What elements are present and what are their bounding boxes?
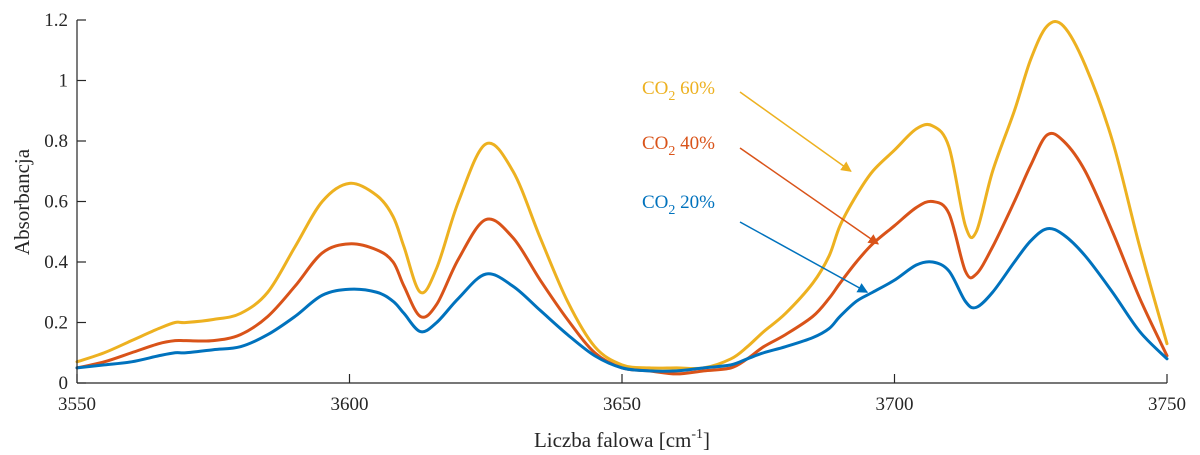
- y-tick-label-0: 0: [59, 373, 69, 394]
- series-line-co2-20: [75, 227, 1169, 373]
- y-tick-label-0.4: 0.4: [44, 252, 68, 273]
- annotation-arrow-40: [739, 147, 880, 245]
- y-axis-title: Absorbancja: [10, 148, 34, 255]
- annotation-arrow-20: [739, 221, 869, 293]
- y-tick-label-0.8: 0.8: [44, 131, 68, 152]
- x-axis-title-end: ]: [703, 428, 710, 452]
- y-tick-label-1: 1: [59, 71, 69, 92]
- y-tick-label-0.6: 0.6: [44, 192, 68, 213]
- annotation-20-rest: 20%: [675, 192, 715, 213]
- annotation-layer: CO2 60% CO2 40% CO2 20%: [642, 78, 880, 293]
- x-tick-label-3600: 3600: [331, 394, 369, 415]
- x-axis-title-sup: -1: [691, 427, 703, 442]
- axes-layer: [76, 20, 1167, 384]
- y-tick-label-1.2: 1.2: [44, 10, 68, 31]
- annotation-40-co: CO: [642, 133, 668, 154]
- annotation-40-sub: 2: [668, 144, 675, 159]
- y-tick-label-0.2: 0.2: [44, 313, 68, 334]
- series-line-co2-40: [75, 131, 1169, 376]
- annotation-60-sub: 2: [668, 89, 675, 104]
- x-axis-title-main: Liczba falowa [cm: [534, 428, 691, 452]
- annotation-40-rest: 40%: [675, 133, 715, 154]
- annotation-label-20: CO2 20%: [642, 192, 715, 218]
- x-tick-label-3750: 3750: [1148, 394, 1186, 415]
- annotation-60-co: CO: [642, 78, 668, 99]
- annotation-label-40: CO2 40%: [642, 133, 715, 159]
- x-axis-title: Liczba falowa [cm-1]: [534, 427, 710, 452]
- series-line-co2-60: [75, 20, 1169, 371]
- series-layer: [75, 20, 1169, 376]
- ticks-layer: 3550 3600 3650 3700 3750 0 0.2 0.4 0.6 0.8 1 1.2: [44, 10, 1186, 415]
- x-tick-label-3550: 3550: [58, 394, 96, 415]
- annotation-20-sub: 2: [668, 203, 675, 218]
- annotation-arrow-60: [739, 91, 852, 172]
- annotation-label-60: CO2 60%: [642, 78, 715, 104]
- annotation-20-co: CO: [642, 192, 668, 213]
- x-tick-label-3650: 3650: [603, 394, 641, 415]
- annotation-60-rest: 60%: [675, 78, 715, 99]
- x-tick-label-3700: 3700: [876, 394, 914, 415]
